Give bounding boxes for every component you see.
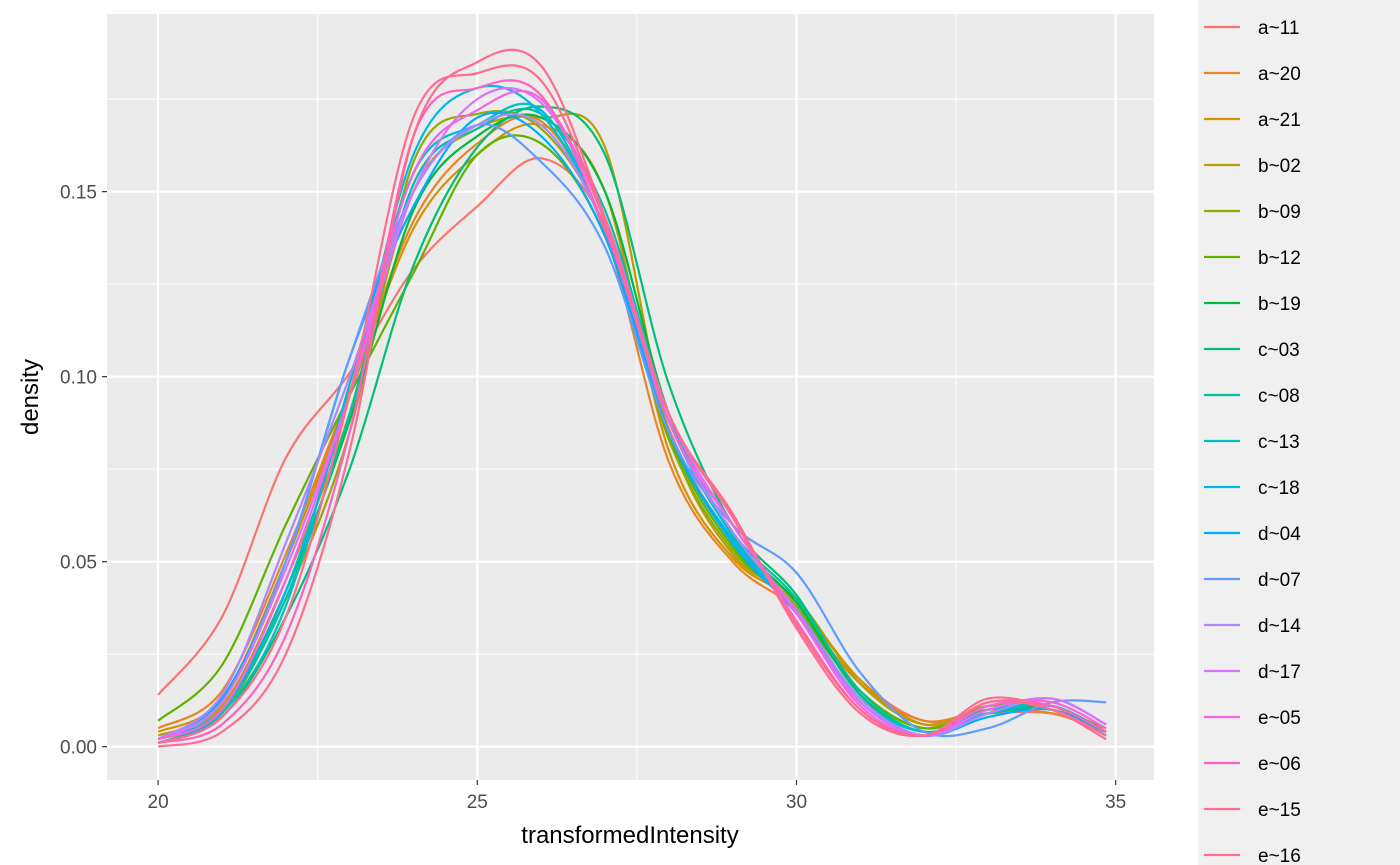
legend: a~11 a~20 a~21 b~02 b~09 b~12 b~19 c~03 c~08 c~13… — [1198, 0, 1400, 865]
legend-label-e-15: e~15 — [1258, 800, 1301, 821]
legend-label-d-14: d~14 — [1258, 616, 1301, 637]
legend-label-b-19: b~19 — [1258, 294, 1301, 315]
x-tick-label: 35 — [1105, 792, 1126, 813]
legend-label-a-20: a~20 — [1258, 64, 1301, 85]
legend-label-b-02: b~02 — [1258, 156, 1301, 177]
legend-background — [1198, 0, 1400, 865]
axis-ticks — [102, 191, 1117, 785]
legend-label-c-08: c~08 — [1258, 386, 1300, 407]
legend-label-a-11: a~11 — [1258, 18, 1299, 39]
x-tick-label: 25 — [467, 792, 488, 813]
series-line-d-07 — [157, 123, 1107, 741]
legend-label-e-16: e~16 — [1258, 846, 1301, 865]
legend-label-c-03: c~03 — [1258, 340, 1300, 361]
y-tick-label: 0.10 — [60, 368, 97, 389]
legend-label-d-04: d~04 — [1258, 524, 1301, 545]
x-axis-title: transformedIntensity — [521, 822, 738, 849]
plot-panel — [107, 14, 1154, 780]
legend-label-e-05: e~05 — [1258, 708, 1301, 729]
legend-label-c-13: c~13 — [1258, 432, 1300, 453]
y-axis-title: density — [17, 359, 44, 435]
legend-label-b-09: b~09 — [1258, 202, 1301, 223]
x-tick-label: 20 — [148, 792, 169, 813]
legend-label-d-07: d~07 — [1258, 570, 1301, 591]
y-tick-label: 0.00 — [60, 738, 97, 759]
x-axis-tick-labels: 20 25 30 35 — [148, 792, 1127, 813]
density-lines — [157, 48, 1107, 748]
legend-label-d-17: d~17 — [1258, 662, 1301, 683]
y-tick-label: 0.15 — [60, 183, 97, 204]
y-tick-label: 0.05 — [60, 553, 97, 574]
legend-label-e-06: e~06 — [1258, 754, 1301, 775]
legend-label-a-21: a~21 — [1258, 110, 1301, 131]
series-line-a-20 — [157, 115, 1107, 733]
series-line-e-16 — [157, 48, 1107, 748]
legend-label-b-12: b~12 — [1258, 248, 1301, 269]
y-axis-tick-labels: 0.00 0.05 0.10 0.15 — [60, 183, 97, 759]
legend-label-c-18: c~18 — [1258, 478, 1300, 499]
major-gridlines — [107, 14, 1154, 780]
x-tick-label: 30 — [786, 792, 807, 813]
